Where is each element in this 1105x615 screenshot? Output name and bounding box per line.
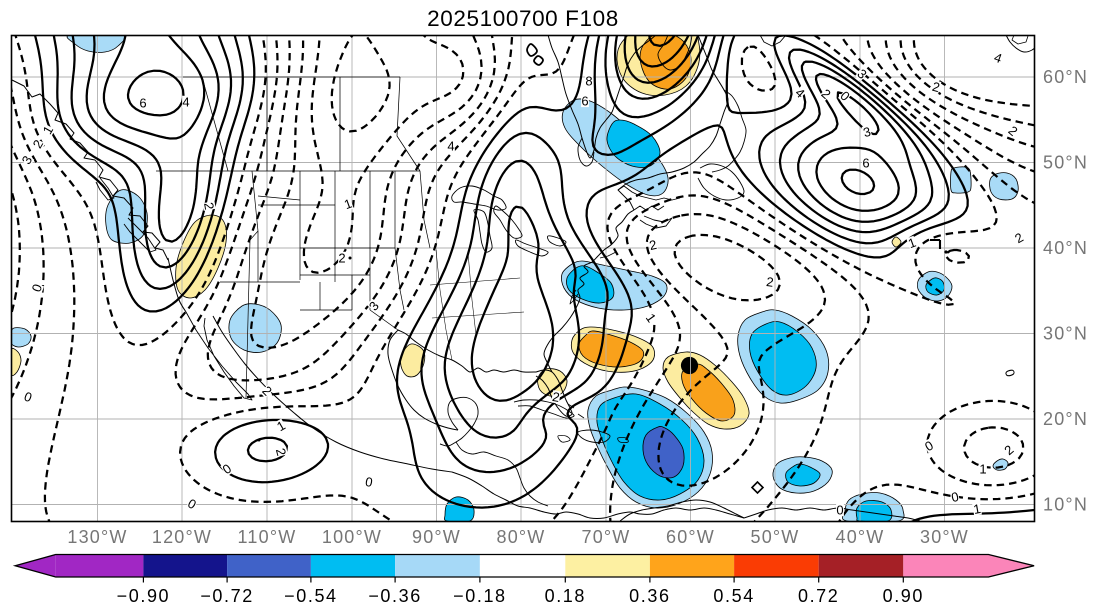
svg-text:60°W: 60°W: [666, 527, 715, 547]
svg-text:2: 2: [765, 274, 774, 290]
svg-text:80°W: 80°W: [496, 527, 545, 547]
svg-text:2: 2: [551, 389, 561, 405]
svg-text:2025100700 F108: 2025100700 F108: [427, 6, 619, 31]
svg-text:2: 2: [338, 250, 345, 265]
svg-text:2: 2: [273, 447, 289, 458]
svg-text:30°W: 30°W: [920, 527, 969, 547]
svg-text:2: 2: [201, 201, 217, 211]
svg-text:0: 0: [1002, 368, 1018, 379]
svg-text:−0.72: −0.72: [200, 586, 254, 606]
svg-text:0: 0: [364, 474, 374, 490]
svg-text:60°N: 60°N: [1043, 67, 1088, 87]
svg-text:0: 0: [836, 502, 843, 517]
svg-text:20°N: 20°N: [1043, 409, 1088, 429]
svg-text:2: 2: [648, 237, 658, 253]
svg-text:0: 0: [950, 489, 960, 505]
svg-text:10°N: 10°N: [1043, 495, 1088, 515]
svg-text:1: 1: [972, 501, 982, 517]
svg-text:110°W: 110°W: [238, 527, 297, 547]
svg-text:0: 0: [22, 389, 34, 406]
svg-text:100°W: 100°W: [322, 527, 382, 547]
svg-text:40°N: 40°N: [1043, 238, 1088, 258]
svg-text:0.90: 0.90: [883, 586, 924, 606]
svg-text:0: 0: [29, 282, 46, 294]
svg-text:1: 1: [342, 196, 354, 213]
svg-text:−0.54: −0.54: [284, 586, 338, 606]
svg-text:0.36: 0.36: [629, 586, 670, 606]
svg-text:1: 1: [979, 461, 986, 476]
svg-text:8: 8: [585, 73, 592, 88]
svg-text:0.18: 0.18: [545, 586, 586, 606]
svg-text:−0.36: −0.36: [368, 586, 422, 606]
svg-text:50°W: 50°W: [750, 527, 799, 547]
svg-text:4: 4: [182, 94, 189, 109]
svg-text:−0.90: −0.90: [117, 586, 171, 606]
svg-text:0.72: 0.72: [798, 586, 839, 606]
svg-text:70°W: 70°W: [581, 527, 630, 547]
svg-text:−0.18: −0.18: [453, 586, 507, 606]
svg-text:4: 4: [992, 50, 1004, 67]
svg-text:40°W: 40°W: [835, 527, 884, 547]
svg-text:4: 4: [447, 138, 454, 153]
svg-text:6: 6: [581, 93, 588, 108]
svg-text:30°N: 30°N: [1043, 324, 1088, 344]
svg-text:6: 6: [139, 95, 146, 110]
svg-text:130°W: 130°W: [67, 527, 127, 547]
svg-text:50°N: 50°N: [1043, 153, 1088, 173]
svg-text:6: 6: [862, 155, 869, 170]
svg-text:90°W: 90°W: [412, 527, 461, 547]
svg-text:2: 2: [931, 79, 942, 95]
svg-text:0.54: 0.54: [713, 586, 754, 606]
svg-text:120°W: 120°W: [152, 527, 212, 547]
svg-text:1: 1: [906, 235, 918, 252]
svg-text:3: 3: [862, 124, 873, 140]
